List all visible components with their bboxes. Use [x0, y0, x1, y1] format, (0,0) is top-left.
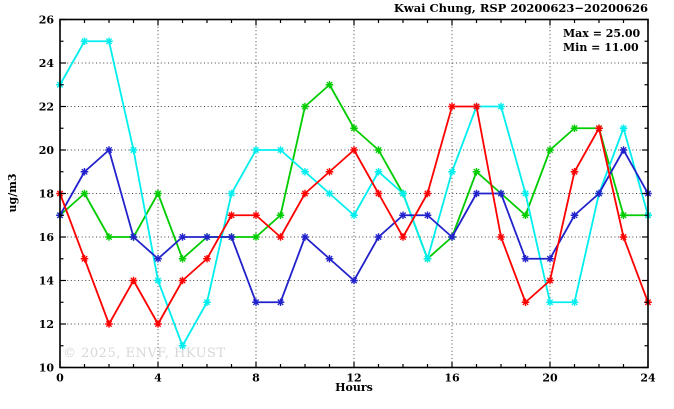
y-tick-label: 24	[39, 57, 55, 70]
gridlines	[60, 19, 648, 368]
series-cyan-line	[59, 40, 649, 347]
axes-and-ticks	[59, 18, 649, 369]
x-tick-label: 8	[252, 372, 260, 385]
y-axis-label: ug/m3	[6, 174, 19, 213]
x-tick-label: 0	[56, 372, 64, 385]
min-annotation: Min = 11.00	[563, 41, 639, 54]
max-annotation: Max = 25.00	[563, 27, 641, 40]
y-tick-label: 22	[39, 101, 54, 114]
x-tick-label: 4	[154, 372, 162, 385]
tick-labels: 0 4 8 12 16 20 24 10 12 14 16 18 20 22 24 26	[39, 14, 656, 385]
y-tick-label: 14	[39, 275, 55, 288]
x-axis-label: Hours	[335, 381, 373, 394]
watermark-text: © 2025, ENVF, HKUST	[63, 346, 226, 361]
x-tick-label: 24	[640, 372, 656, 385]
y-tick-label: 12	[39, 318, 54, 331]
y-tick-label: 18	[39, 188, 55, 201]
chart-title: Kwai Chung, RSP 20200623−20200626	[394, 1, 648, 15]
data-series	[56, 37, 652, 350]
y-tick-label: 10	[39, 362, 55, 375]
y-tick-label: 16	[39, 231, 55, 244]
x-tick-label: 16	[444, 372, 460, 385]
y-tick-label: 20	[39, 144, 55, 157]
x-tick-label: 20	[542, 372, 558, 385]
x-tick-label: 12	[346, 372, 361, 385]
y-tick-label: 26	[39, 14, 55, 27]
